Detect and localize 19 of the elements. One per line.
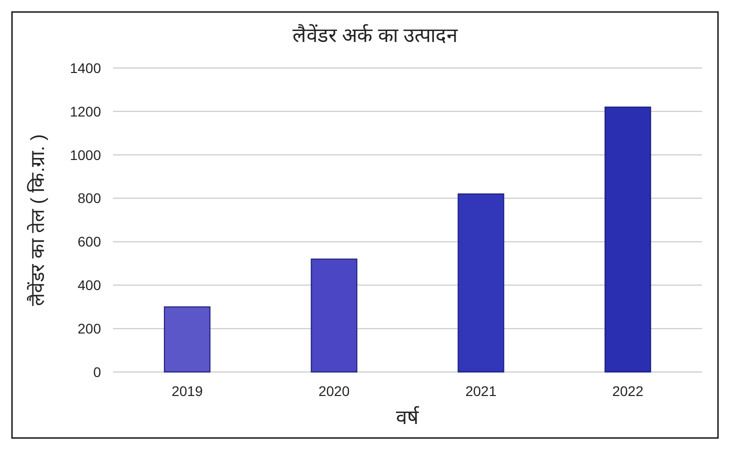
y-tick-label: 200 — [78, 320, 102, 336]
bar — [458, 193, 504, 372]
y-tick-label: 1400 — [70, 60, 102, 76]
y-tick-label: 600 — [78, 234, 102, 250]
x-axis-title: वर्ष — [396, 406, 420, 429]
x-tick-label: 2020 — [318, 383, 350, 399]
y-tick-label: 800 — [78, 190, 102, 206]
bar — [164, 306, 210, 372]
chart-title: लैवेंडर अर्क का उत्पादन — [292, 24, 458, 47]
bar — [310, 258, 358, 372]
y-tick-label: 0 — [93, 364, 102, 380]
x-tick-label: 2022 — [612, 383, 644, 399]
x-tick-label: 2021 — [465, 383, 497, 399]
y-tick-label: 1200 — [70, 103, 102, 120]
x-tick-label: 2019 — [172, 383, 203, 399]
y-axis-title: लैवेंडर का तेल ( कि.ग्रा. ) — [26, 134, 49, 306]
bar — [604, 106, 652, 372]
y-tick-label: 1000 — [70, 146, 102, 163]
y-tick-label: 400 — [78, 277, 102, 294]
